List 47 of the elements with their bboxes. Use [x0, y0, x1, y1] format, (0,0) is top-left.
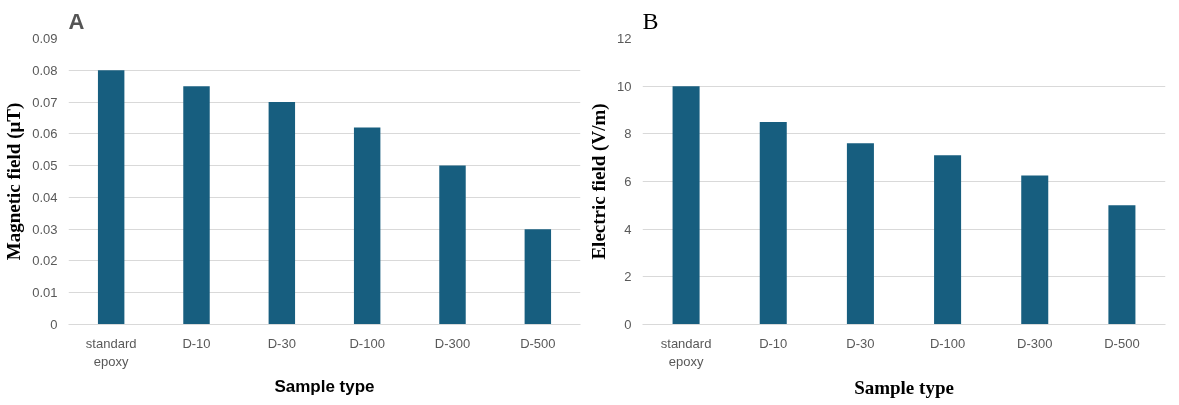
x-tick-label: D-100 — [929, 335, 966, 351]
bar — [353, 127, 381, 325]
bar — [846, 143, 874, 325]
x-tick-label: standard epoxy — [660, 335, 712, 369]
x-tick-label: D-30 — [267, 335, 296, 351]
x-tick-label: D-100 — [349, 335, 385, 351]
x-tick-label: D-30 — [846, 335, 875, 351]
bar — [934, 155, 962, 325]
y-tick-label: 0.05 — [32, 158, 58, 174]
x-tick-label: D-300 — [1017, 335, 1053, 351]
bar — [524, 229, 552, 325]
y-tick-label: 0.09 — [32, 31, 58, 46]
x-tick-label: D-10 — [182, 335, 211, 351]
y-tick-label: 8 — [624, 126, 632, 142]
y-tick-label: 4 — [624, 221, 632, 237]
y-tick-label: 12 — [617, 31, 632, 46]
y-tick-label: 0.04 — [32, 189, 58, 205]
bar — [439, 165, 466, 325]
chart-title: A — [68, 8, 85, 34]
x-axis-title: Sample type — [854, 376, 954, 398]
y-axis-title: Electric field (V/m) — [588, 103, 611, 260]
bar — [268, 102, 296, 325]
y-tick-label: 0.08 — [32, 62, 58, 78]
bar — [97, 70, 125, 325]
bar — [1021, 175, 1049, 325]
y-tick-label: 0.07 — [32, 94, 58, 110]
y-tick-label: 2 — [624, 269, 632, 285]
y-tick-label: 0 — [624, 317, 632, 332]
y-tick-label: 6 — [624, 174, 632, 189]
bar — [672, 86, 700, 325]
y-axis-title: Magnetic field (μT) — [3, 102, 26, 261]
chart-title: B — [642, 7, 659, 34]
y-tick-label: 0.03 — [32, 221, 58, 237]
y-tick-label: 0 — [50, 317, 58, 332]
x-tick-label: D-10 — [759, 335, 788, 351]
y-tick-label: 0.02 — [32, 253, 58, 269]
x-tick-label: standard epoxy — [85, 335, 137, 369]
x-tick-label: D-500 — [1104, 335, 1140, 351]
x-axis-title: Sample type — [274, 376, 375, 396]
x-tick-label: D-300 — [434, 335, 471, 351]
x-tick-label: D-500 — [520, 335, 556, 351]
bar — [759, 121, 787, 325]
y-tick-label: 10 — [617, 78, 632, 94]
bar — [183, 86, 210, 325]
bar — [1108, 205, 1136, 325]
y-tick-label: 0.01 — [32, 285, 58, 301]
y-tick-label: 0.06 — [32, 126, 58, 142]
